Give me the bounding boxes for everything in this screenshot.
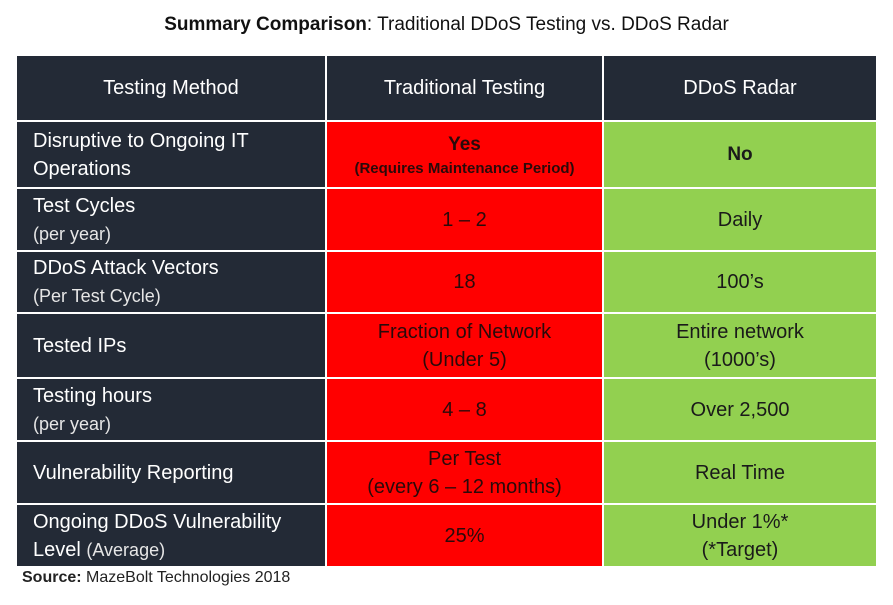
traditional-cell: 18 (327, 252, 602, 312)
value: Daily (717, 208, 763, 231)
value: 100’s (716, 271, 764, 293)
title-rest: : Traditional DDoS Testing vs. DDoS Rada… (366, 14, 729, 35)
radar-cell: No (604, 122, 876, 187)
traditional-cell: 1 – 2 (327, 189, 602, 250)
traditional-cell: Fraction of Network (Under 5) (327, 314, 602, 377)
page-title: Summary Comparison: Traditional DDoS Tes… (0, 14, 893, 36)
label-sub: (Per Test Cycle) (33, 286, 161, 306)
header-traditional: Traditional Testing (327, 56, 602, 120)
label-text: Ongoing DDoS Vulnerability (33, 510, 282, 533)
row-label: Tested IPs (17, 314, 325, 377)
comparison-table: Testing Method Traditional Testing DDoS … (17, 56, 876, 566)
header-testing-method: Testing Method (17, 56, 325, 120)
label-text: Disruptive to Ongoing IT Operations (33, 129, 249, 180)
label-sub: (per year) (33, 413, 112, 434)
source-note: Source: MazeBolt Technologies 2018 (22, 569, 290, 587)
value: 25% (444, 524, 485, 547)
value-sub: (*Target) (701, 538, 779, 561)
radar-cell: Over 2,500 (604, 379, 876, 440)
value-sub: (Under 5) (422, 348, 507, 371)
radar-cell: 100’s (604, 252, 876, 312)
row-label: DDoS Attack Vectors (Per Test Cycle) (17, 252, 325, 312)
value-sub: (Requires Maintenance Period) (354, 159, 575, 177)
value: 4 – 8 (442, 398, 487, 421)
label-text: Tested IPs (33, 334, 127, 357)
source-label: Source: (22, 569, 82, 586)
label-text: DDoS Attack Vectors (33, 257, 219, 279)
traditional-cell: Per Test (every 6 – 12 months) (327, 442, 602, 503)
value: Real Time (694, 461, 786, 484)
value: Over 2,500 (690, 398, 790, 421)
header-ddos-radar: DDoS Radar (604, 56, 876, 120)
source-text: MazeBolt Technologies 2018 (81, 569, 291, 586)
row-label: Test Cycles (per year) (17, 189, 325, 250)
traditional-cell: 25% (327, 505, 602, 566)
radar-cell: Under 1%* (*Target) (604, 505, 876, 566)
value: 18 (453, 271, 476, 293)
traditional-cell: 4 – 8 (327, 379, 602, 440)
value-sub: (1000’s) (704, 348, 776, 371)
value: Under 1%* (691, 510, 789, 533)
label-sub: (per year) (33, 223, 112, 244)
radar-cell: Entire network (1000’s) (604, 314, 876, 377)
radar-cell: Real Time (604, 442, 876, 503)
value: 1 – 2 (442, 208, 487, 231)
label-text: Testing hours (33, 384, 152, 407)
radar-cell: Daily (604, 189, 876, 250)
label-sub: (Average) (86, 539, 166, 560)
value: Entire network (676, 320, 804, 343)
traditional-cell: Yes (Requires Maintenance Period) (327, 122, 602, 187)
value: Per Test (428, 447, 501, 470)
title-bold: Summary Comparison (164, 14, 367, 35)
label-text: Vulnerability Reporting (33, 461, 234, 484)
label-text-2: Level (33, 538, 81, 561)
value: Yes (448, 133, 481, 155)
value: Fraction of Network (377, 320, 552, 343)
row-label: Ongoing DDoS Vulnerability Level (Average… (17, 505, 325, 566)
row-label: Disruptive to Ongoing IT Operations (17, 122, 325, 187)
label-text: Test Cycles (33, 194, 136, 217)
value-sub: (every 6 – 12 months) (367, 475, 562, 498)
row-label: Vulnerability Reporting (17, 442, 325, 503)
value: No (727, 143, 753, 165)
row-label: Testing hours (per year) (17, 379, 325, 440)
